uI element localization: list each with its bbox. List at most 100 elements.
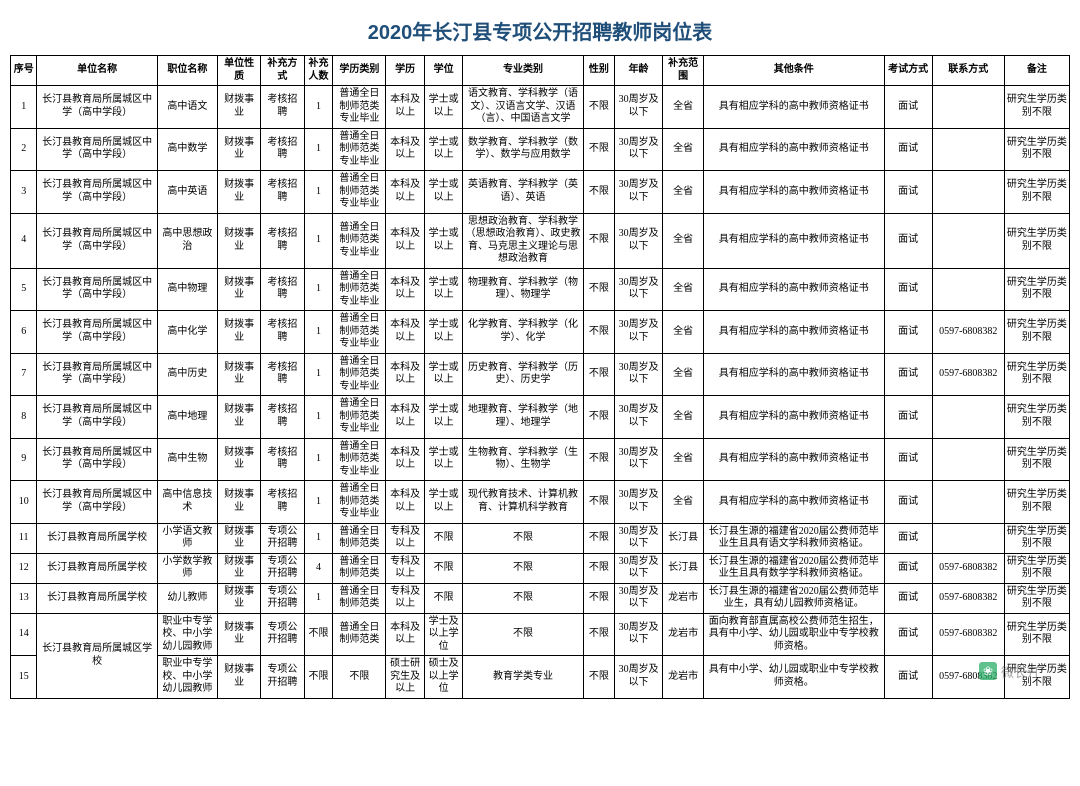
table-row: 13长汀县教育局所属学校幼儿教师财拨事业专项公开招聘1普通全日制师范类专科及以上… [11, 583, 1070, 613]
table-cell: 不限 [463, 553, 583, 583]
table-cell: 学士或以上 [424, 353, 463, 396]
table-cell: 长汀县教育局所属学校 [37, 523, 157, 553]
table-row: 3长汀县教育局所属城区中学（高中学段）高中英语财拨事业考核招聘1普通全日制师范类… [11, 171, 1070, 214]
table-cell: 财拨事业 [217, 523, 260, 553]
watermark: ❀ 微长汀 [979, 662, 1040, 681]
column-header: 其他条件 [704, 56, 885, 86]
table-cell: 专项公开招聘 [261, 553, 304, 583]
table-cell: 具有相应学科的高中教师资格证书 [704, 171, 885, 214]
table-cell [932, 128, 1004, 171]
table-cell: 普通全日制师范类专业毕业 [333, 86, 386, 129]
table-cell: 面试 [884, 353, 932, 396]
table-cell: 30周岁及以下 [615, 656, 663, 699]
table-cell: 具有相应学科的高中教师资格证书 [704, 353, 885, 396]
table-cell: 生物教育、学科教学（生物）、生物学 [463, 438, 583, 481]
table-cell: 学士及以上学位 [424, 613, 463, 656]
table-cell: 研究生学历类别不限 [1004, 613, 1069, 656]
table-cell: 1 [304, 523, 333, 553]
table-cell: 不限 [583, 396, 614, 439]
table-row: 10长汀县教育局所属城区中学（高中学段）高中信息技术财拨事业考核招聘1普通全日制… [11, 481, 1070, 524]
column-header: 补充方式 [261, 56, 304, 86]
table-cell: 财拨事业 [217, 481, 260, 524]
table-cell: 普通全日制师范类 [333, 583, 386, 613]
table-cell: 0597-6808382 [932, 311, 1004, 354]
table-cell: 不限 [583, 353, 614, 396]
table-cell: 财拨事业 [217, 128, 260, 171]
table-cell: 长汀县生源的福建省2020届公费师范毕业生且具有数学学科教师资格证。 [704, 553, 885, 583]
table-cell: 高中化学 [157, 311, 217, 354]
table-cell: 不限 [424, 523, 463, 553]
table-cell: 本科及以上 [386, 171, 425, 214]
table-cell: 全省 [663, 268, 704, 311]
table-row: 2长汀县教育局所属城区中学（高中学段）高中数学财拨事业考核招聘1普通全日制师范类… [11, 128, 1070, 171]
table-cell: 研究生学历类别不限 [1004, 396, 1069, 439]
table-cell: 不限 [463, 613, 583, 656]
table-cell: 长汀县 [663, 523, 704, 553]
table-cell: 不限 [424, 553, 463, 583]
column-header: 补充范围 [663, 56, 704, 86]
table-cell: 全省 [663, 438, 704, 481]
table-cell: 10 [11, 481, 37, 524]
table-cell [932, 396, 1004, 439]
table-cell: 30周岁及以下 [615, 311, 663, 354]
table-cell: 面试 [884, 86, 932, 129]
table-cell: 普通全日制师范类专业毕业 [333, 268, 386, 311]
table-cell: 8 [11, 396, 37, 439]
table-cell: 本科及以上 [386, 213, 425, 268]
table-cell: 学士或以上 [424, 396, 463, 439]
table-cell: 不限 [424, 583, 463, 613]
table-cell: 长汀县教育局所属城区中学（高中学段） [37, 213, 157, 268]
table-cell: 龙岩市 [663, 656, 704, 699]
table-cell: 小学语文教师 [157, 523, 217, 553]
table-cell: 30周岁及以下 [615, 353, 663, 396]
table-cell: 具有相应学科的高中教师资格证书 [704, 86, 885, 129]
table-cell: 不限 [583, 268, 614, 311]
table-cell: 4 [304, 553, 333, 583]
table-cell: 1 [304, 481, 333, 524]
table-cell: 面试 [884, 396, 932, 439]
table-cell: 不限 [583, 311, 614, 354]
column-header: 序号 [11, 56, 37, 86]
table-cell: 具有相应学科的高中教师资格证书 [704, 128, 885, 171]
table-cell: 5 [11, 268, 37, 311]
table-cell: 本科及以上 [386, 481, 425, 524]
table-cell: 具有相应学科的高中教师资格证书 [704, 268, 885, 311]
table-cell: 普通全日制师范类专业毕业 [333, 171, 386, 214]
table-cell: 考核招聘 [261, 481, 304, 524]
table-cell: 长汀县生源的福建省2020届公费师范毕业生，具有幼儿园教师资格证。 [704, 583, 885, 613]
table-cell: 具有相应学科的高中教师资格证书 [704, 396, 885, 439]
wechat-icon: ❀ [979, 662, 997, 680]
table-cell: 不限 [583, 481, 614, 524]
table-cell: 化学教育、学科教学（化学）、化学 [463, 311, 583, 354]
table-cell: 面试 [884, 553, 932, 583]
table-cell: 考核招聘 [261, 128, 304, 171]
table-cell: 不限 [463, 583, 583, 613]
column-header: 单位性质 [217, 56, 260, 86]
table-cell: 7 [11, 353, 37, 396]
table-row: 5长汀县教育局所属城区中学（高中学段）高中物理财拨事业考核招聘1普通全日制师范类… [11, 268, 1070, 311]
table-cell: 长汀县教育局所属城区中学（高中学段） [37, 268, 157, 311]
table-cell: 11 [11, 523, 37, 553]
table-cell: 研究生学历类别不限 [1004, 523, 1069, 553]
table-cell: 12 [11, 553, 37, 583]
table-cell: 学士或以上 [424, 438, 463, 481]
table-cell: 专科及以上 [386, 583, 425, 613]
table-cell: 不限 [583, 656, 614, 699]
table-cell: 龙岩市 [663, 583, 704, 613]
table-cell: 本科及以上 [386, 268, 425, 311]
table-cell: 专项公开招聘 [261, 613, 304, 656]
table-cell: 研究生学历类别不限 [1004, 353, 1069, 396]
table-cell: 面试 [884, 613, 932, 656]
table-cell: 小学数学教师 [157, 553, 217, 583]
table-cell: 研究生学历类别不限 [1004, 268, 1069, 311]
table-cell: 面试 [884, 656, 932, 699]
table-cell: 财拨事业 [217, 268, 260, 311]
table-cell: 专项公开招聘 [261, 523, 304, 553]
table-cell: 全省 [663, 481, 704, 524]
table-cell: 全省 [663, 396, 704, 439]
table-cell: 全省 [663, 128, 704, 171]
table-cell: 不限 [583, 171, 614, 214]
table-cell: 研究生学历类别不限 [1004, 86, 1069, 129]
table-cell: 不限 [583, 213, 614, 268]
table-cell: 研究生学历类别不限 [1004, 128, 1069, 171]
